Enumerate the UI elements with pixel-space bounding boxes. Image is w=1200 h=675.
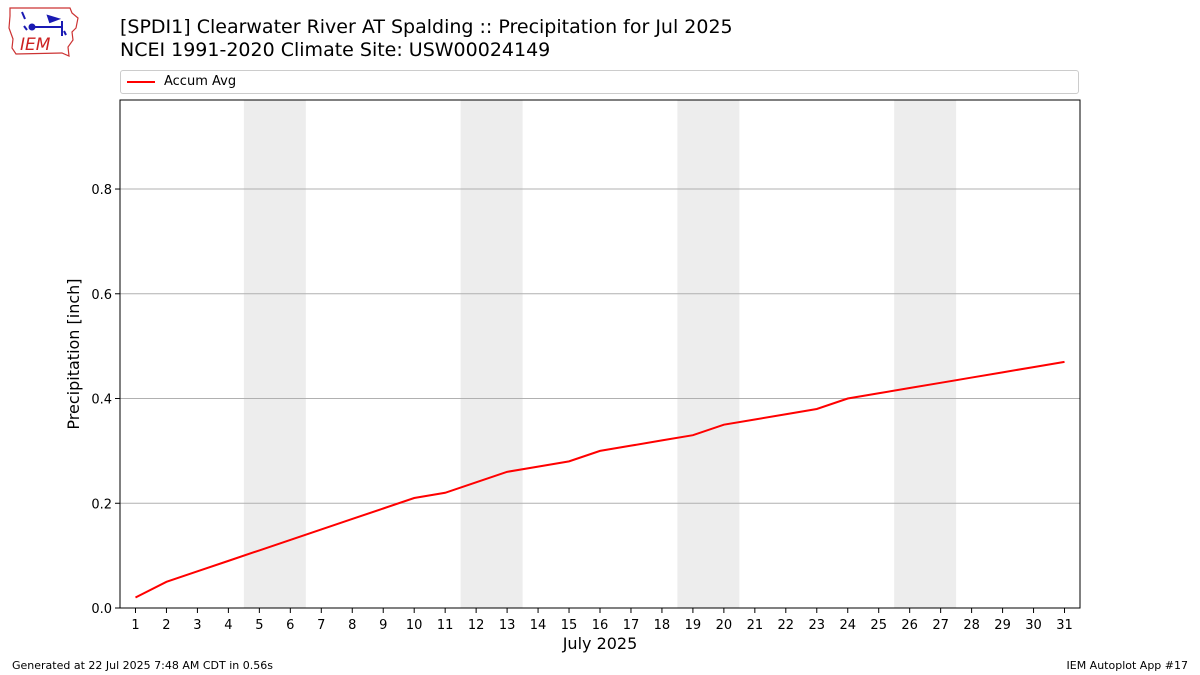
x-tick-label: 17 — [623, 618, 640, 633]
x-tick-label: 11 — [437, 618, 454, 633]
x-tick-label: 14 — [530, 618, 547, 633]
weekend-band — [243, 100, 306, 608]
weekend-band — [460, 100, 523, 608]
legend-label-accum-avg: Accum Avg — [164, 74, 237, 89]
x-tick-label: 3 — [193, 618, 201, 633]
x-tick-label: 20 — [716, 618, 733, 633]
x-tick-label: 29 — [994, 618, 1011, 633]
y-axis-label: Precipitation [inch] — [64, 278, 83, 429]
chart-subtitle: NCEI 1991-2020 Climate Site: USW00024149 — [120, 39, 551, 61]
y-tick-label: 0.0 — [91, 602, 112, 617]
x-tick-label: 1 — [131, 618, 139, 633]
x-tick-label: 28 — [963, 618, 980, 633]
x-tick-label: 12 — [468, 618, 485, 633]
y-tick-label: 0.4 — [91, 393, 112, 408]
x-tick-label: 23 — [809, 618, 826, 633]
logo-text: IEM — [20, 35, 51, 55]
app-credit: IEM Autoplot App #17 — [1066, 659, 1189, 672]
x-tick-label: 9 — [379, 618, 387, 633]
x-tick-label: 26 — [901, 618, 918, 633]
iowa-state-map-logo-icon: IEM — [8, 7, 79, 57]
legend: Accum Avg — [120, 70, 1079, 94]
y-tick-label: 0.6 — [91, 288, 112, 303]
weekend-band — [894, 100, 957, 608]
x-axis-label: July 2025 — [562, 634, 638, 653]
x-tick-label: 31 — [1056, 618, 1073, 633]
y-tick-label: 0.2 — [91, 497, 112, 512]
x-tick-label: 25 — [870, 618, 887, 633]
x-tick-label: 7 — [317, 618, 325, 633]
x-tick-label: 8 — [348, 618, 356, 633]
x-tick-label: 2 — [162, 618, 170, 633]
chart-title: [SPDI1] Clearwater River AT Spalding :: … — [120, 16, 733, 38]
weekend-band — [677, 100, 740, 608]
x-tick-label: 15 — [561, 618, 578, 633]
x-tick-label: 21 — [747, 618, 764, 633]
x-tick-label: 19 — [685, 618, 702, 633]
x-tick-label: 18 — [654, 618, 671, 633]
x-tick-label: 24 — [839, 618, 856, 633]
generated-timestamp: Generated at 22 Jul 2025 7:48 AM CDT in … — [12, 659, 273, 672]
x-tick-label: 6 — [286, 618, 294, 633]
x-tick-label: 27 — [932, 618, 949, 633]
legend-line-swatch — [127, 81, 155, 83]
x-tick-label: 5 — [255, 618, 263, 633]
x-tick-label: 30 — [1025, 618, 1042, 633]
x-tick-label: 22 — [778, 618, 795, 633]
accum-avg-line — [135, 360, 1065, 599]
y-tick-label: 0.8 — [91, 183, 112, 198]
x-tick-label: 10 — [406, 618, 423, 633]
x-tick-label: 16 — [592, 618, 609, 633]
x-tick-label: 4 — [224, 618, 232, 633]
x-tick-label: 13 — [499, 618, 516, 633]
